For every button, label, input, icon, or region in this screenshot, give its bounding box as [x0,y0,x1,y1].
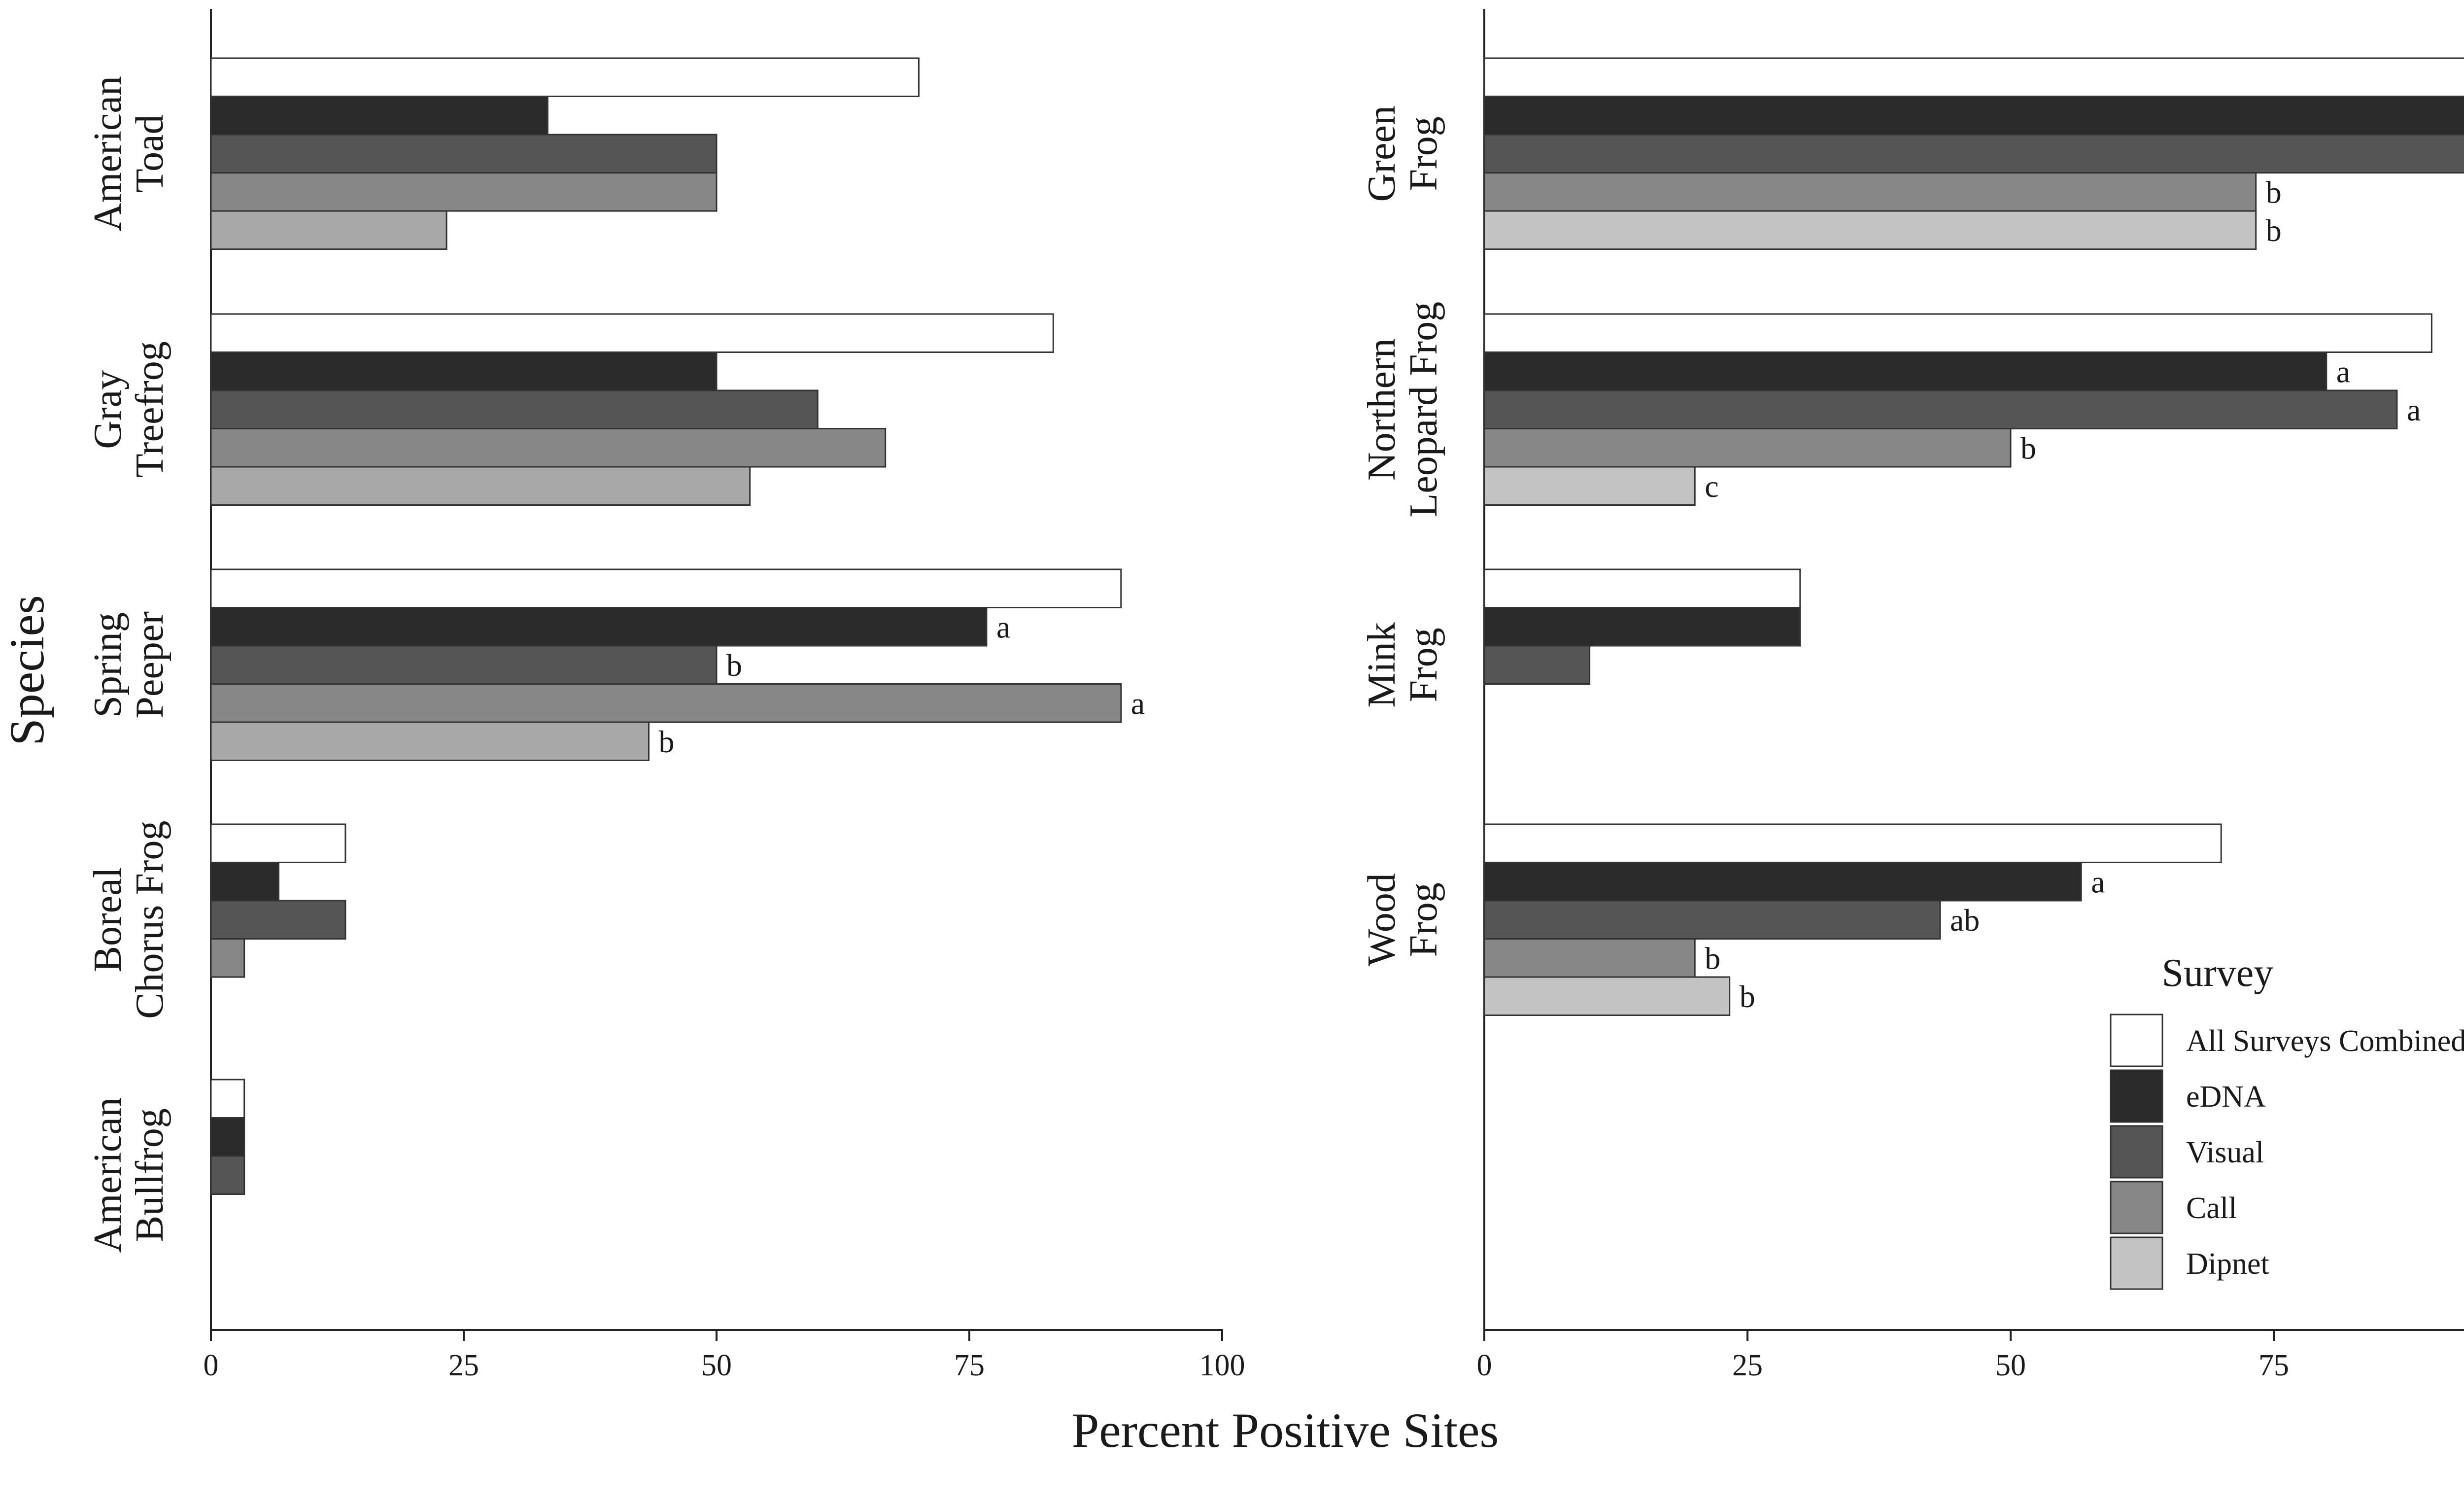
legend-entry-label: Call [2186,1191,2237,1225]
bar [210,313,1054,353]
species-label: Bullfrog [128,1108,171,1242]
x-tick-label: 100 [1199,1349,1245,1382]
bar [210,1079,245,1119]
legend-swatch [2110,1069,2163,1123]
species-label: Frog [1402,116,1445,191]
bar [1483,466,1696,506]
bar-significance-label: b [2266,213,2282,248]
legend-swatch [2110,1181,2163,1234]
legend-entry-label: All Surveys Combined [2186,1024,2464,1058]
legend-swatch [2110,1014,2163,1067]
bar [1483,172,2257,212]
legend-entry-label: eDNA [2186,1080,2266,1114]
bar [210,172,718,212]
bar [1483,823,2222,863]
bar [1483,976,1731,1016]
bar [210,1155,245,1195]
species-label: Green [1360,105,1403,202]
bar-significance-label: a [2091,864,2105,899]
bar [210,721,650,761]
species-label: American [86,76,130,231]
x-tick-label: 75 [954,1349,985,1382]
bar [210,134,718,174]
x-tick-label: 75 [2259,1349,2289,1382]
bar-significance-label: c [1705,469,1718,504]
species-label: Frog [1402,628,1445,702]
bar [1483,428,2012,468]
species-label: Toad [128,114,171,193]
bar-significance-label: b [726,648,742,683]
bar [1483,568,1801,608]
bar [210,683,1122,723]
bar-significance-label: b [2020,430,2036,465]
x-tick-label: 50 [1995,1349,2026,1382]
legend-swatch [2110,1236,2163,1290]
bar [1483,645,1591,685]
bar [210,351,718,391]
bar [1483,389,2398,429]
species-label: Frog [1402,882,1445,957]
bar [210,428,887,468]
species-label: Spring [86,612,130,717]
species-label: Wood [1360,873,1403,966]
bar-significance-label: b [1705,941,1720,976]
species-label: Boreal [86,867,130,972]
bar [210,607,988,647]
bar [1483,210,2257,250]
bar [1483,313,2432,353]
bar [210,57,920,97]
species-label: Northern [1360,338,1403,481]
bar [210,96,548,136]
legend-entry-label: Dipnet [2186,1247,2269,1281]
bar-significance-label: b [2266,175,2282,210]
y-axis-title: Species [0,595,54,745]
bar [210,938,245,978]
bar-significance-label: a [2336,354,2350,389]
bar [1483,57,2464,97]
bar-significance-label: a [996,609,1010,644]
x-tick-label: 25 [1732,1349,1763,1382]
bar [1483,938,1696,978]
bar-significance-label: b [1740,979,1755,1014]
species-label: Chorus Frog [128,821,171,1019]
bar [1483,607,1801,647]
x-axis-title: Percent Positive Sites [1072,1403,1499,1458]
species-label: Treefrog [128,341,171,478]
bar-significance-label: ab [1950,903,1980,938]
species-label: Mink [1360,622,1403,707]
bar [1483,862,2082,902]
bar-significance-label: a [2407,392,2421,427]
bar [210,862,279,902]
bar [210,568,1122,608]
bar [1483,134,2464,174]
bar [1483,900,1941,940]
bar [210,1117,245,1157]
bar-significance-label: a [1131,686,1145,721]
bar [210,645,718,685]
legend-title: Survey [2162,951,2274,995]
legend-entry-label: Visual [2186,1136,2264,1169]
bar [210,900,346,940]
bar [210,210,447,250]
bar [210,823,346,863]
x-tick-label: 0 [204,1349,219,1382]
x-tick-label: 25 [448,1349,479,1382]
x-tick-label: 0 [1477,1349,1492,1382]
bar [1483,351,2327,391]
bar [1483,96,2464,136]
species-label: Gray [86,370,130,449]
species-label: Peeper [128,611,171,719]
bar [210,389,819,429]
legend-swatch [2110,1125,2163,1179]
species-label: American [86,1097,130,1253]
x-tick-label: 50 [701,1349,732,1382]
bar [210,466,751,506]
bar-significance-label: b [659,724,675,759]
species-label: Leopard Frog [1402,302,1445,518]
